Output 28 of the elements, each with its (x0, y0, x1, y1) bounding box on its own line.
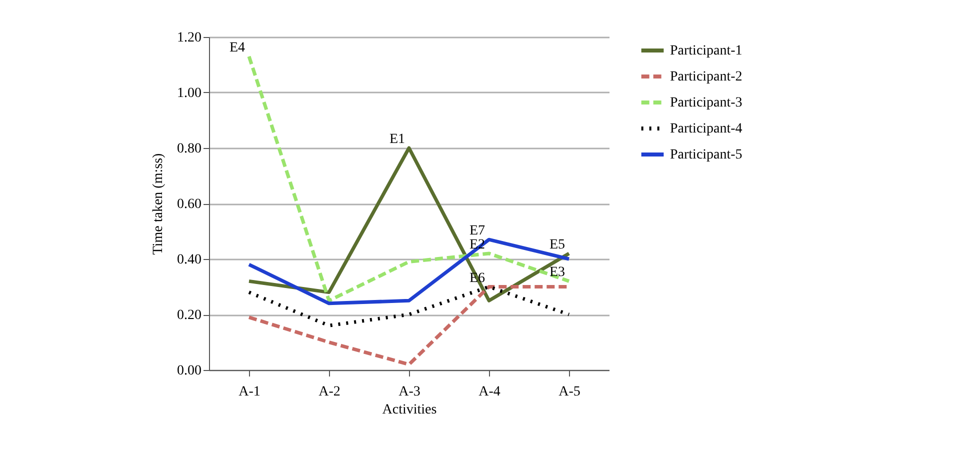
y-tick-label: 0.60 (177, 197, 202, 212)
y-tick-label: 0.40 (177, 252, 202, 268)
y-tick-label: 0.20 (177, 308, 202, 323)
annotation: E4 (229, 40, 245, 56)
x-axis-title: Activities (382, 402, 437, 418)
line-series (247, 54, 571, 302)
y-tick-label: 0.80 (177, 142, 202, 156)
x-tick-label: A-4 (478, 384, 500, 400)
x-tick-label: A-1 (238, 384, 260, 400)
legend-label: Participant-2 (670, 70, 742, 84)
legend-label: Participant-3 (670, 96, 742, 110)
y-tick-label: 1.00 (177, 86, 202, 101)
legend-label: Participant-5 (670, 148, 742, 162)
line-series (247, 238, 571, 306)
x-tick-label: A-3 (398, 384, 420, 400)
legend-label: Participant-1 (670, 44, 742, 58)
y-tick-label: 0.00 (177, 364, 202, 378)
line-series (247, 285, 571, 328)
x-tick-label: A-5 (558, 384, 580, 400)
annotation: E3 (549, 265, 565, 280)
x-tick-label: A-2 (318, 384, 340, 400)
y-tick-label: 1.20 (177, 30, 202, 46)
annotation: E7 (469, 224, 485, 239)
annotation: E1 (389, 132, 405, 147)
line-series (247, 146, 571, 302)
annotation: E5 (549, 237, 565, 252)
legend-label: Participant-4 (670, 122, 742, 136)
y-axis-title: Time taken (m:ss) (151, 152, 166, 255)
